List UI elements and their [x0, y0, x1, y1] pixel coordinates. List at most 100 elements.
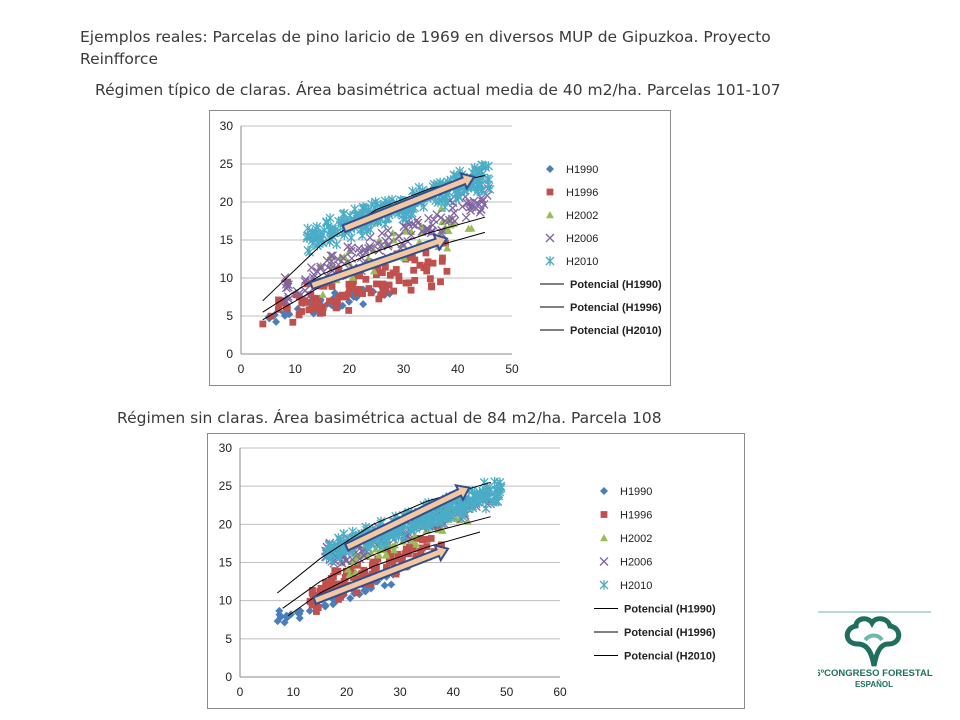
data-point	[364, 243, 373, 253]
data-point	[600, 487, 608, 495]
data-point	[370, 568, 378, 576]
data-point	[331, 567, 339, 574]
x-tick-label: 20	[343, 362, 357, 376]
scatter-chart-2: 0 5 10 15 20 25 30 0 10 20 30 40 50 60 H1990 H1996 H2002…	[207, 433, 745, 709]
data-point	[599, 557, 609, 566]
data-point	[342, 555, 352, 565]
x-tick-label: 30	[393, 685, 407, 699]
data-point	[412, 552, 420, 560]
legend-label: H2006	[620, 557, 652, 569]
data-point	[399, 240, 408, 248]
data-point	[436, 518, 446, 528]
data-point	[350, 574, 357, 581]
data-point	[411, 256, 419, 264]
data-point	[321, 602, 330, 611]
data-point	[417, 548, 425, 556]
data-point	[359, 300, 368, 309]
legend-label: Potencial (H1996)	[570, 302, 662, 314]
data-point	[493, 496, 503, 507]
data-point	[289, 318, 297, 326]
data-point	[410, 531, 419, 539]
logo-text-line1: 6ºCONGRESO FORESTAL	[818, 668, 933, 679]
legend-label: H2010	[566, 256, 598, 268]
y-tick-label: 5	[226, 309, 233, 323]
data-point	[443, 513, 453, 524]
data-point	[407, 286, 415, 294]
data-point	[427, 535, 435, 542]
data-point	[412, 540, 421, 548]
data-point	[351, 547, 361, 557]
data-point	[313, 295, 321, 303]
data-point	[273, 617, 282, 626]
data-point	[384, 232, 394, 242]
tree-logo-icon: 6ºCONGRESO FORESTAL ESPAÑOL	[815, 611, 933, 689]
data-point	[305, 606, 314, 615]
data-point	[379, 287, 387, 294]
data-point	[306, 263, 316, 273]
data-point	[360, 586, 369, 595]
data-point	[447, 504, 457, 514]
data-point	[472, 182, 481, 193]
trend-line	[287, 531, 481, 617]
data-point	[443, 244, 452, 252]
data-point	[306, 597, 314, 605]
data-point	[599, 580, 609, 590]
x-tick-label: 50	[500, 685, 514, 699]
data-point	[546, 211, 554, 219]
y-tick-label: 5	[225, 632, 232, 646]
data-point	[301, 297, 308, 305]
data-point	[338, 253, 348, 263]
legend-label: H1996	[620, 510, 652, 522]
x-tick-label: 30	[397, 362, 411, 376]
x-tick-label: 40	[451, 362, 465, 376]
data-point	[327, 227, 337, 238]
legend: H1990 H1996 H2002 H2006 H2010 Potencial (H199…	[540, 164, 662, 337]
legend-label: Potencial (H1990)	[624, 604, 716, 616]
data-point	[424, 213, 433, 223]
data-point	[418, 544, 426, 552]
data-point	[462, 198, 472, 208]
data-point	[477, 193, 487, 203]
x-tick-label: 10	[289, 362, 303, 376]
data-point	[465, 496, 475, 506]
data-point	[429, 259, 437, 267]
data-point	[300, 286, 310, 296]
trend-line	[262, 216, 486, 313]
data-point	[318, 290, 327, 298]
data-point	[308, 601, 316, 609]
data-point	[377, 545, 386, 554]
data-point	[371, 197, 381, 207]
data-point	[383, 563, 390, 571]
data-point	[335, 535, 345, 545]
legend-label: H1996	[566, 187, 598, 199]
data-point	[362, 275, 370, 283]
data-point	[316, 262, 326, 272]
data-point	[345, 307, 353, 314]
data-point	[419, 536, 426, 544]
y-tick-label: 25	[220, 157, 234, 171]
data-point	[307, 291, 315, 299]
data-point	[319, 309, 327, 317]
y-tick-label: 0	[225, 670, 232, 684]
data-point	[301, 275, 311, 285]
data-point	[545, 233, 555, 243]
data-point	[484, 174, 494, 185]
slide-title: Ejemplos reales: Parcelas de pino larici…	[80, 28, 771, 68]
data-point	[354, 287, 362, 295]
data-point	[281, 283, 291, 293]
data-point	[401, 227, 410, 235]
data-point	[432, 210, 442, 219]
data-point	[485, 184, 495, 195]
chart2-caption: Régimen sin claras. Área basimétrica act…	[117, 409, 662, 427]
trend-line	[282, 516, 491, 609]
data-point	[339, 528, 349, 539]
data-point	[305, 306, 313, 314]
data-point	[369, 267, 378, 275]
data-point	[372, 564, 380, 571]
data-point	[355, 554, 365, 564]
data-point	[457, 202, 467, 212]
data-point	[476, 205, 486, 214]
data-point	[275, 300, 283, 308]
data-point	[358, 204, 368, 215]
data-point	[275, 296, 282, 304]
